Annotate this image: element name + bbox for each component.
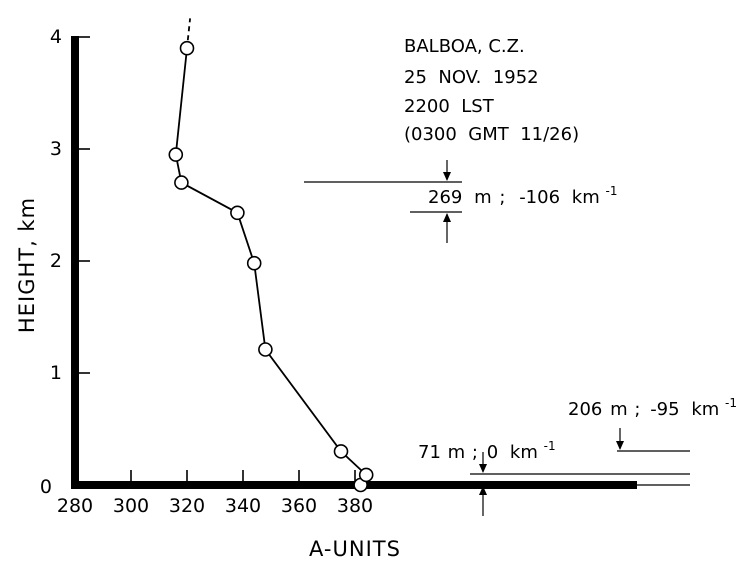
data-point	[333, 444, 349, 459]
data-point	[168, 147, 184, 162]
middle-layer-depth-unit: m	[610, 399, 628, 420]
surface-layer-depth: 71	[418, 442, 441, 463]
upper-layer-arrowhead-up	[443, 213, 451, 222]
x-tick-label: 280	[57, 495, 93, 517]
header-date: 25 NOV. 1952	[404, 67, 539, 88]
upper-layer-sep: ;	[499, 187, 505, 208]
header-gmt-time: (0300 GMT 11/26)	[404, 124, 579, 145]
middle-layer-gradient-unit: km	[691, 399, 719, 420]
data-point	[258, 342, 273, 357]
middle-layer-arrowhead-down	[616, 441, 624, 450]
y-tick-label: 2	[50, 250, 62, 272]
surface-layer-arrowhead-up	[479, 486, 487, 495]
y-tick-label: 4	[50, 26, 62, 48]
upper-layer-label: 269 m ; -106 km -1	[428, 184, 617, 208]
y-tick-labels: 0 1 2 3 4	[40, 26, 62, 498]
x-tick-label: 300	[113, 495, 149, 517]
annotation-middle-layer: 206 m ; -95 km -1	[470, 396, 737, 475]
y-axis-label: HEIGHT, km	[15, 197, 39, 333]
header-station: BALBOA, C.Z.	[404, 36, 525, 57]
middle-layer-gradient: -95	[650, 399, 679, 420]
data-point	[174, 175, 189, 190]
x-axis-label: A-UNITS	[309, 537, 401, 561]
middle-layer-depth: 206	[568, 399, 602, 420]
series-line	[174, 48, 368, 486]
upper-layer-gradient-unit: km	[572, 187, 600, 208]
series-extension-dashed	[186, 18, 191, 41]
data-point	[230, 205, 245, 221]
data-point	[246, 255, 262, 271]
y-tick-label: 3	[50, 138, 62, 160]
annotation-upper-layer: 269 m ; -106 km -1	[304, 160, 617, 243]
upper-layer-depth: 269	[428, 187, 462, 208]
surface-layer-gradient-unit: km	[510, 442, 538, 463]
annotation-surface-layer: 71 m ; 0 km -1	[418, 439, 690, 516]
data-point	[179, 40, 195, 56]
x-tick-label: 340	[225, 495, 261, 517]
surface-layer-gradient: 0	[487, 442, 498, 463]
surface-layer-arrowhead-down	[479, 464, 487, 473]
x-tick-labels: 280 300 320 340 360 380	[57, 495, 373, 517]
data-point	[358, 467, 374, 483]
upper-layer-depth-unit: m	[474, 187, 492, 208]
surface-layer-exponent: -1	[544, 439, 556, 453]
upper-layer-exponent: -1	[605, 184, 617, 198]
station-header: BALBOA, C.Z. 25 NOV. 1952 2200 LST (0300…	[404, 36, 579, 145]
upper-layer-gradient: -106	[519, 187, 560, 208]
y-tick-label: 0	[40, 476, 52, 498]
surface-layer-sep: ;	[472, 442, 478, 463]
y-tick-label: 1	[50, 362, 62, 384]
header-local-time: 2200 LST	[404, 96, 495, 117]
x-tick-label: 320	[169, 495, 205, 517]
upper-layer-arrowhead-down	[443, 172, 451, 181]
series-points	[168, 40, 374, 493]
x-tick-label: 360	[281, 495, 317, 517]
surface-layer-label: 71 m ; 0 km -1	[418, 439, 556, 463]
middle-layer-exponent: -1	[725, 396, 737, 410]
middle-layer-label: 206 m ; -95 km -1	[568, 396, 737, 420]
surface-layer-depth-unit: m	[448, 442, 466, 463]
x-tick-label: 380	[337, 495, 373, 517]
middle-layer-sep: ;	[634, 399, 640, 420]
